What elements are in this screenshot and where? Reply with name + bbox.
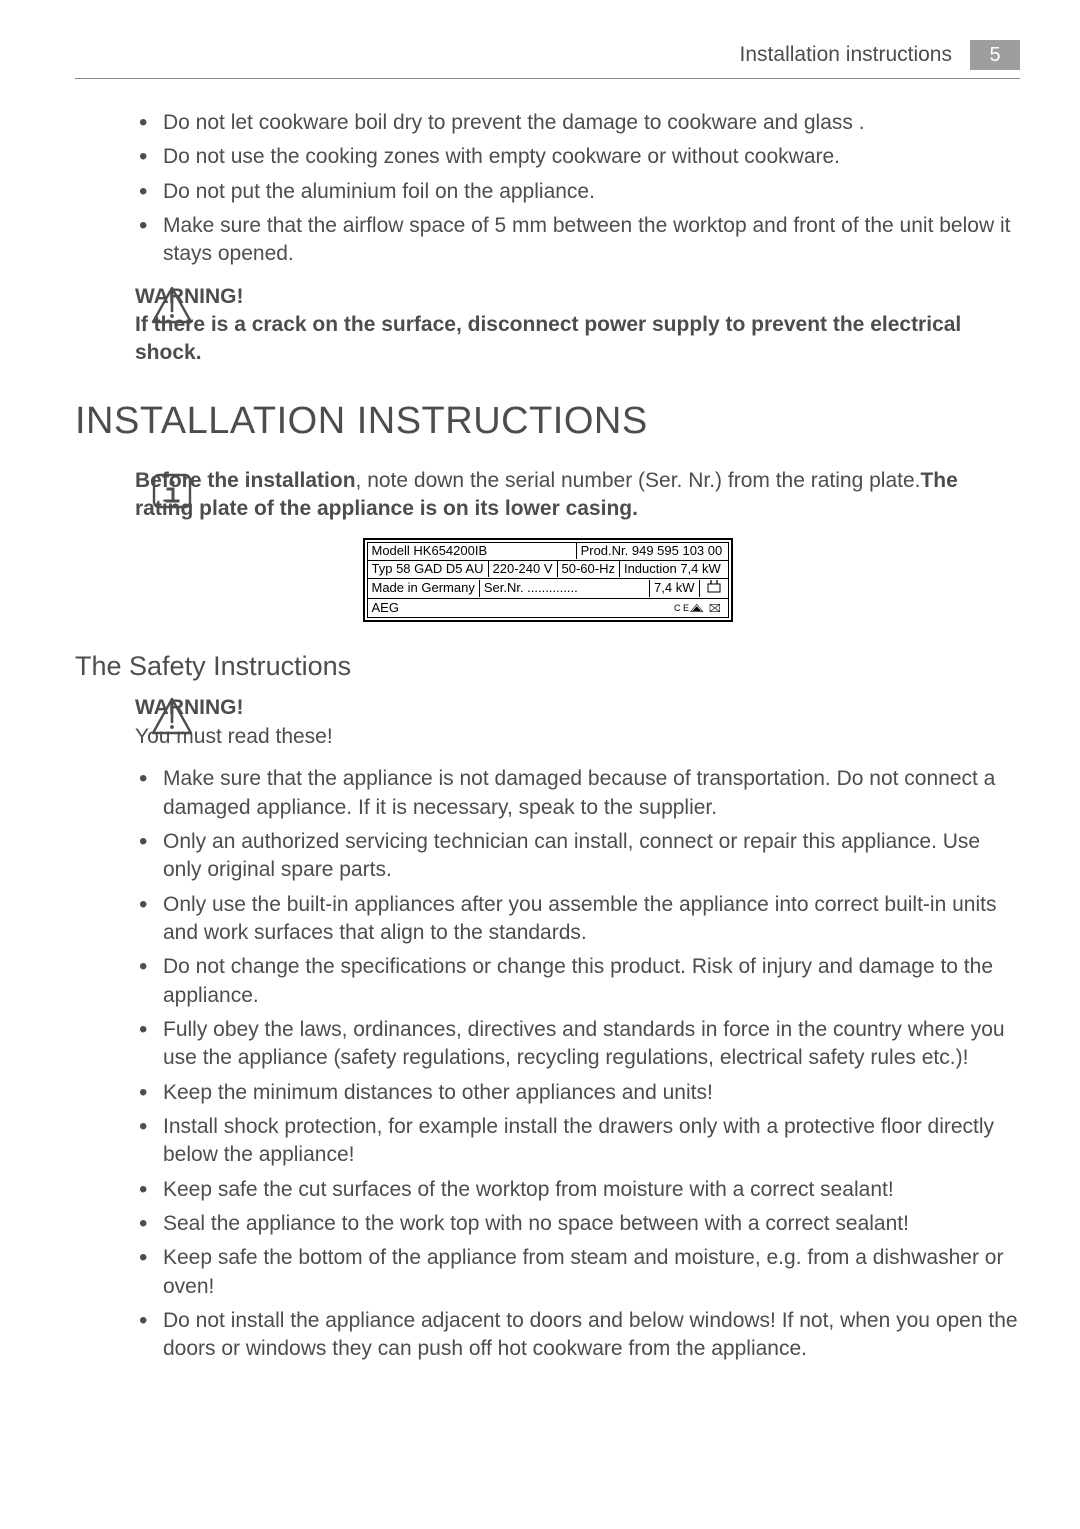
plug-icon [700,579,728,598]
list-item: Make sure that the appliance is not dama… [135,765,1020,822]
rp-prodnr: Prod.Nr. 949 595 103 00 [577,543,728,559]
section-title: INSTALLATION INSTRUCTIONS [75,396,1020,447]
list-item: Seal the appliance to the work top with … [135,1210,1020,1238]
rp-hz: 50-60-Hz [558,561,620,577]
rp-sernr: Ser.Nr. .............. [480,580,650,596]
info-icon [150,471,194,511]
rp-induction: Induction 7,4 kW [620,561,728,577]
page-number: 5 [970,40,1020,70]
list-item: Do not let cookware boil dry to prevent … [135,109,1020,137]
intro-bullet-group: Do not let cookware boil dry to prevent … [135,109,1020,269]
safety-bullet-group: Make sure that the appliance is not dama… [135,765,1020,1364]
list-item: Do not change the specifications or chan… [135,953,1020,1010]
warning-body: If there is a crack on the surface, disc… [135,311,1020,368]
list-item: Keep safe the cut surfaces of the workto… [135,1176,1020,1204]
list-item: Do not install the appliance adjacent to… [135,1307,1020,1364]
safety-instructions-title: The Safety Instructions [75,648,1020,684]
svg-text:C E: C E [674,603,689,613]
rp-voltage: 220-240 V [489,561,558,577]
list-item: Make sure that the airflow space of 5 mm… [135,212,1020,269]
before-install-note: Before the installation, note down the s… [135,467,1020,524]
page-header: Installation instructions 5 [75,40,1020,79]
rp-model: Modell HK654200IB [368,543,577,559]
list-item: Only an authorized servicing technician … [135,828,1020,885]
list-item: Install shock protection, for example in… [135,1113,1020,1170]
list-item: Fully obey the laws, ordinances, directi… [135,1016,1020,1073]
warning-triangle-icon [150,285,194,325]
ce-mark-icon: C E [403,600,728,616]
rp-kw: 7,4 kW [650,580,699,596]
header-title: Installation instructions [740,41,952,69]
list-item: Only use the built-in appliances after y… [135,891,1020,948]
warning-heading: WARNING! [135,283,1020,311]
before-install-rest: , note down the serial number (Ser. Nr.)… [356,469,921,492]
list-item: Do not put the aluminium foil on the app… [135,178,1020,206]
list-item: Keep the minimum distances to other appl… [135,1079,1020,1107]
rp-typ: Typ 58 GAD D5 AU [368,561,489,577]
rating-plate-label: Modell HK654200IB Prod.Nr. 949 595 103 0… [363,538,733,622]
rp-brand: AEG [368,600,403,616]
warning-body: You must read these! [135,723,1020,751]
warning-triangle-icon [150,696,194,736]
rp-made: Made in Germany [368,580,480,596]
warning-heading: WARNING! [135,694,1020,722]
list-item: Do not use the cooking zones with empty … [135,143,1020,171]
list-item: Keep safe the bottom of the appliance fr… [135,1244,1020,1301]
